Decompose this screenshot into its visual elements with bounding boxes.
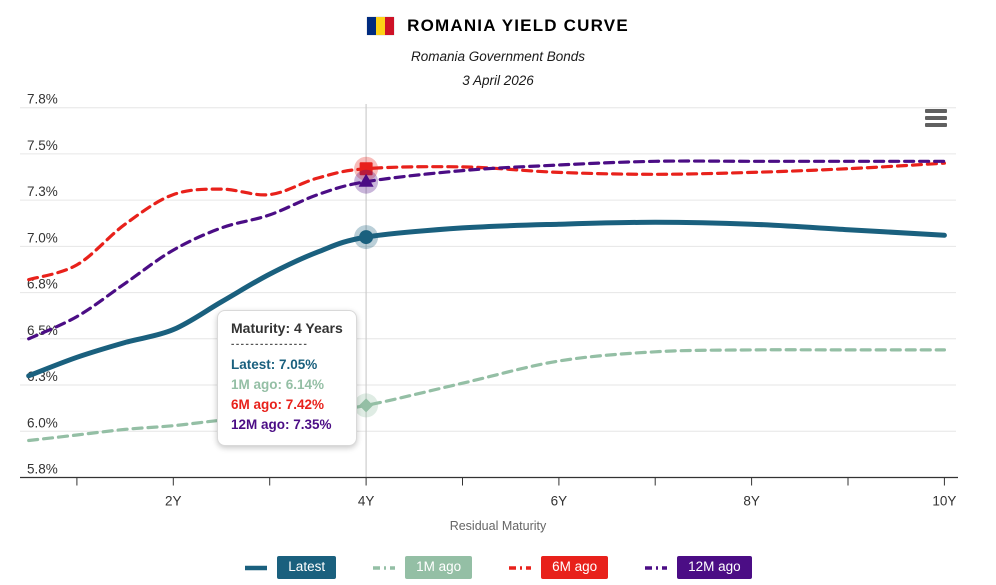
- y-axis-tick-label: 5.8%: [27, 462, 58, 477]
- x-axis-title: Residual Maturity: [449, 519, 547, 533]
- legend-item-1m-ago[interactable]: 1M ago: [372, 556, 473, 579]
- legend-swatch-6m-ago: [509, 565, 532, 570]
- x-axis-tick-label: 8Y: [743, 494, 760, 509]
- x-axis-tick-label: 10Y: [932, 494, 956, 509]
- legend-swatch-12m-ago: [645, 565, 668, 570]
- legend-label-6m-ago: 6M ago: [541, 556, 609, 579]
- legend-swatch-1m-ago: [373, 565, 396, 570]
- chart-subtitle: Romania Government Bonds: [410, 49, 586, 64]
- series-marker-12m-ago[interactable]: [358, 173, 374, 187]
- legend-item-6m-ago[interactable]: 6M ago: [508, 556, 609, 579]
- tooltip-title: Maturity: 4 Years: [231, 320, 343, 336]
- tooltip-rows: Latest: 7.05% 1M ago: 6.14% 6M ago: 7.42% 1…: [231, 355, 343, 435]
- series-marker-6m-ago[interactable]: [359, 162, 373, 176]
- chart-legend: Latest 1M ago 6M ago 12M ago: [0, 556, 996, 579]
- y-axis-tick-label: 6.8%: [27, 277, 58, 292]
- flag-stripe-blue: [367, 17, 377, 35]
- chart-header: ROMANIA YIELD CURVE Romania Government B…: [0, 16, 996, 88]
- x-axis-tick-label: 6Y: [551, 494, 568, 509]
- hamburger-menu-icon[interactable]: [925, 107, 951, 129]
- yield-curve-chart: 5.8%6.0%6.3%6.5%6.8%7.0%7.3%7.5%7.8%2Y 4Y…: [20, 92, 958, 509]
- legend-item-latest[interactable]: Latest: [244, 556, 337, 579]
- y-axis-tick-label: 7.8%: [27, 92, 58, 107]
- flag-stripe-red: [385, 17, 395, 35]
- chart-tooltip: Maturity: 4 Years ---------------- Lates…: [217, 310, 357, 446]
- x-axis-tick-label: 2Y: [165, 494, 182, 509]
- romania-flag-icon: [367, 17, 395, 35]
- series-line-latest[interactable]: [26, 219, 947, 379]
- legend-item-12m-ago[interactable]: 12M ago: [644, 556, 752, 579]
- y-axis-tick-label: 7.5%: [27, 138, 58, 153]
- legend-swatch-latest: [245, 565, 268, 570]
- chart-date: 3 April 2026: [462, 73, 534, 88]
- legend-label-latest: Latest: [277, 556, 337, 579]
- series-line-12m-ago[interactable]: [27, 159, 946, 341]
- series-marker-latest[interactable]: [359, 230, 374, 245]
- series-line-6m-ago[interactable]: [27, 161, 946, 282]
- y-axis-tick-label: 6.5%: [27, 323, 58, 338]
- tooltip-separator: ----------------: [231, 339, 309, 350]
- y-axis-tick-label: 7.3%: [27, 184, 58, 199]
- tooltip-row-1m-ago: 1M ago: 6.14%: [231, 377, 325, 392]
- y-axis-tick-label: 6.0%: [27, 415, 58, 430]
- legend-label-1m-ago: 1M ago: [405, 556, 473, 579]
- y-axis-tick-label: 7.0%: [27, 230, 58, 245]
- tooltip-row-12m-ago: 12M ago: 7.35%: [231, 417, 332, 432]
- tooltip-row-6m-ago: 6M ago: 7.42%: [231, 397, 325, 412]
- page-title: ROMANIA YIELD CURVE: [407, 16, 629, 35]
- series-line-1m-ago[interactable]: [27, 348, 946, 443]
- tooltip-row-latest: Latest: 7.05%: [231, 357, 318, 372]
- legend-label-12m-ago: 12M ago: [677, 556, 752, 579]
- flag-stripe-yellow: [376, 17, 386, 35]
- x-axis-tick-label: 4Y: [358, 494, 375, 509]
- series-marker-1m-ago[interactable]: [359, 398, 374, 413]
